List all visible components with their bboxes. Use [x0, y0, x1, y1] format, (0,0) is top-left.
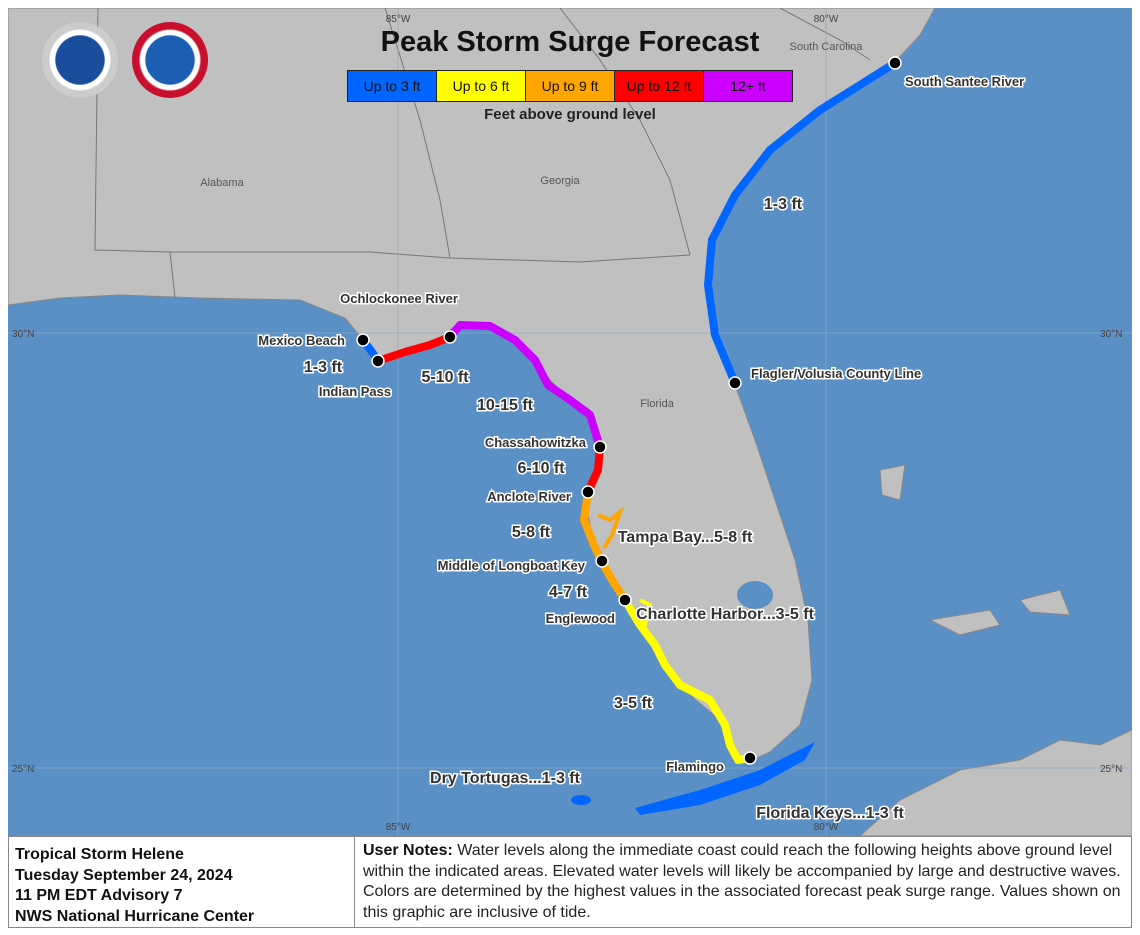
legend: Up to 3 ft Up to 6 ft Up to 9 ft Up to 1… [347, 70, 793, 102]
point-anclote [581, 485, 595, 499]
lat-label-25n: 25°N [12, 764, 34, 775]
point-flagler [728, 376, 742, 390]
lon-label-85w-bottom: 85°W [386, 822, 411, 833]
legend-item-up-to-6: Up to 6 ft [437, 71, 526, 101]
state-borders [94, 8, 871, 299]
label-indian-pass: Indian Pass [319, 384, 391, 399]
footer: Tropical Storm Helene Tuesday September … [8, 836, 1132, 928]
surge-segment-red-panhandle [374, 333, 454, 365]
label-longboat: Middle of Longboat Key [438, 558, 586, 573]
map-title: Peak Storm Surge Forecast [380, 26, 760, 58]
lat-label-30n-right: 30°N [1100, 329, 1122, 340]
legend-item-up-to-3: Up to 3 ft [348, 71, 437, 101]
user-notes: User Notes: Water levels along the immed… [355, 837, 1131, 927]
dry-tortugas-blue [571, 795, 591, 805]
range-label-florida-keys: Florida Keys...1-3 ft [756, 805, 904, 822]
lake-okeechobee [737, 581, 773, 609]
advisory-number: 11 PM EDT Advisory 7 [15, 887, 183, 904]
range-label-5-8: 5-8 ft [512, 524, 551, 541]
florida-keys-blue [635, 742, 815, 815]
point-ochlockonee [443, 330, 457, 344]
point-flamingo [743, 751, 757, 765]
issuing-center: NWS National Hurricane Center [15, 907, 255, 925]
advisory-date: Tuesday September 24, 2024 [15, 866, 233, 884]
grid-lines [8, 8, 1132, 836]
range-label-atlantic: 1-3 ft [764, 196, 803, 213]
range-label-3-5: 3-5 ft [614, 695, 653, 712]
surge-segment-blue-atlantic [704, 59, 899, 387]
label-anclote: Anclote River [487, 489, 571, 504]
state-label-georgia: Georgia [540, 175, 580, 187]
point-indian-pass [371, 354, 385, 368]
lon-label-80w-bottom: 80°W [814, 822, 839, 833]
label-santee: South Santee River [905, 74, 1024, 89]
legend-item-12-plus: 12+ ft [704, 71, 792, 101]
surge-segment-yellow [621, 596, 754, 764]
storm-name: Tropical Storm Helene [15, 846, 184, 863]
breakpoints [356, 56, 902, 765]
point-chassahowitzka [593, 440, 607, 454]
label-mexico-beach: Mexico Beach [258, 333, 345, 348]
point-longboat [595, 554, 609, 568]
range-label-6-10: 6-10 ft [517, 460, 565, 477]
point-mexico-beach [356, 333, 370, 347]
range-label-dry-tortugas: Dry Tortugas...1-3 ft [430, 770, 581, 787]
tampa-bay-orange [597, 506, 625, 550]
point-santee [888, 56, 902, 70]
storm-info: Tropical Storm Helene Tuesday September … [9, 837, 355, 927]
label-chassahowitzka: Chassahowitzka [485, 435, 587, 450]
legend-item-up-to-9: Up to 9 ft [526, 71, 615, 101]
range-label-tampa-bay: Tampa Bay...5-8 ft [618, 529, 753, 546]
bahamas-land [879, 464, 1071, 636]
point-englewood [618, 593, 632, 607]
user-notes-text: Water levels along the immediate coast c… [363, 842, 1121, 921]
state-label-florida: Florida [640, 398, 675, 410]
label-ochlockonee: Ochlockonee River [340, 291, 458, 306]
lon-label-80w: 80°W [814, 14, 839, 25]
map: 85°W 80°W 85°W 80°W 30°N 30°N 25°N 25°N … [8, 8, 1132, 836]
state-label-south-carolina: South Carolina [790, 41, 864, 53]
surge-segments [359, 59, 899, 764]
user-notes-label: User Notes: [363, 842, 453, 859]
lat-label-25n-right: 25°N [1100, 764, 1122, 775]
label-flamingo: Flamingo [666, 759, 724, 774]
legend-item-up-to-12: Up to 12 ft [615, 71, 704, 101]
surge-segment-red [584, 443, 604, 496]
legend-subtitle: Feet above ground level [484, 106, 656, 123]
state-label-alabama: Alabama [200, 177, 244, 189]
range-label-charlotte-harbor: Charlotte Harbor...3-5 ft [636, 606, 814, 623]
lat-label-30n: 30°N [12, 329, 34, 340]
cuba-land [859, 729, 1132, 836]
noaa-logo [42, 22, 118, 98]
range-label-4-7: 4-7 ft [549, 584, 588, 601]
surge-segment-orange [580, 488, 629, 604]
nws-logo [132, 22, 208, 98]
range-label-10-15: 10-15 ft [477, 397, 534, 414]
charlotte-harbor-yellow [636, 598, 653, 629]
label-englewood: Englewood [546, 611, 615, 626]
label-flagler: Flagler/Volusia County Line [751, 366, 921, 381]
lon-label-85w: 85°W [386, 14, 411, 25]
surge-segment-purple [446, 321, 604, 451]
range-label-5-10: 5-10 ft [421, 369, 469, 386]
range-label-panhandle: 1-3 ft [304, 359, 343, 376]
